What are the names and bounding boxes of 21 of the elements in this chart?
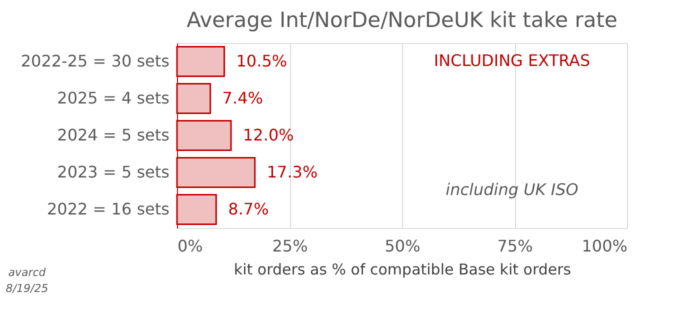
chart-title: Average Int/NorDe/NorDeUK kit take rate (186, 8, 618, 32)
text: 8/19/25 (6, 282, 48, 295)
data-label: 12.0% (243, 126, 294, 144)
x-tick-label: 25% (272, 236, 308, 256)
data-label: 8.7% (228, 200, 269, 218)
data-label: 17.3% (266, 162, 318, 182)
y-tick-label: 2022 = 16 sets (46, 200, 170, 218)
annotation: including UK ISO (446, 180, 578, 199)
y-tick-label: 2022-25 = 30 sets (20, 52, 170, 70)
y-tick-label: 2024 = 5 sets (57, 126, 170, 144)
data-label: 10.5% (236, 52, 288, 70)
data-label: 7.4% (222, 88, 263, 108)
y-tick-label: 2025 = 4 sets (57, 88, 170, 108)
annotation: INCLUDING EXTRAS (434, 51, 590, 70)
x-tick-label: 0% (178, 236, 203, 256)
y-tick-label: 2023 = 5 sets (57, 162, 170, 182)
x-tick-label: 100% (582, 236, 628, 256)
x-tick-label: 50% (384, 236, 420, 256)
x-tick-label: 75% (497, 236, 533, 256)
text: avarcd (8, 266, 47, 279)
x-axis-title: kit orders as % of compatible Base kit orders (234, 260, 572, 278)
